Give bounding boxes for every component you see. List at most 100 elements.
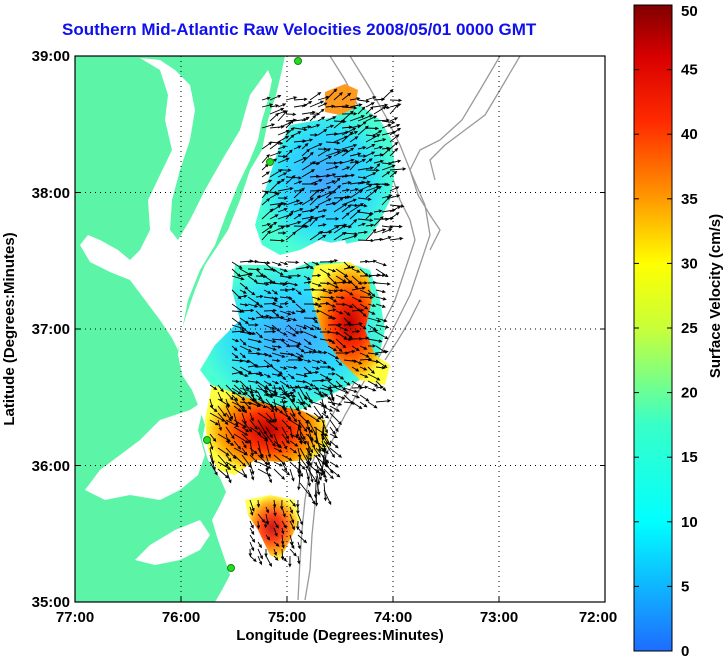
velocity-arrow [359,385,369,389]
velocity-arrow [381,196,391,206]
velocity-arrow [265,534,271,541]
velocity-arrow [357,146,367,150]
velocity-arrow [375,350,389,354]
velocity-arrow [209,461,218,476]
velocity-arrow [257,412,273,423]
velocity-arrow [325,201,337,206]
velocity-arrow [359,303,369,310]
velocity-arrow [301,151,314,164]
velocity-arrow [325,116,337,122]
velocity-arrow [310,133,319,137]
velocity-arrow [289,534,294,546]
velocity-arrow [303,345,317,352]
map-title: Southern Mid-Atlantic Raw Velocities 200… [62,20,537,39]
velocity-arrow [277,110,287,115]
velocity-arrow [315,433,322,453]
velocity-arrow [287,331,297,337]
velocity-arrow [367,338,383,343]
velocity-arrow [307,489,316,505]
velocity-arrow [335,310,344,315]
velocity-arrow [295,419,301,439]
velocity-arrow [293,157,307,164]
velocity-arrow [365,134,377,138]
velocity-arrow [265,454,271,467]
velocity-arrow [365,96,377,101]
velocity-arrow [249,527,255,536]
velocity-arrow [367,387,377,392]
velocity-arrow [257,447,264,459]
velocity-arrow [289,513,295,524]
velocity-arrow [231,317,242,326]
velocity-arrow [343,265,356,270]
velocity-arrow [343,387,358,393]
station-marker [266,158,274,166]
velocity-arrow [217,461,232,470]
velocity-arrow [231,370,243,375]
velocity-arrow [261,198,271,206]
velocity-arrow [381,228,393,234]
velocity-arrow [367,310,376,315]
velocity-arrow [265,513,270,526]
velocity-arrow [307,475,311,488]
velocity-arrow [287,282,299,287]
colorbar-tick-label: 25 [681,320,698,337]
velocity-arrow [307,433,315,449]
colorbar-tick-label: 20 [681,385,698,402]
velocity-arrow [341,188,351,192]
velocity-arrow [333,149,347,157]
velocity-arrow [303,261,314,270]
velocity-arrow [297,461,302,479]
velocity-arrow [289,398,299,412]
velocity-arrow [333,148,350,153]
velocity-arrow [309,112,321,116]
velocity-arrow [309,124,321,129]
velocity-arrow [351,329,361,334]
velocity-arrow [359,259,370,264]
velocity-arrow [359,366,368,371]
velocity-arrow [269,226,285,234]
velocity-arrow [389,103,402,108]
velocity-arrow [359,373,369,378]
velocity-arrow [329,426,336,435]
y-axis-title: Latitude (Degrees:Minutes) [1,232,18,425]
velocity-arrow [279,281,289,286]
velocity-arrow [329,419,339,433]
velocity-arrow [381,88,394,101]
velocity-arrow [303,401,312,408]
velocity-arrow [209,433,217,443]
velocity-arrow [375,282,391,286]
station-marker [227,564,235,572]
velocity-arrow [239,294,248,298]
velocity-arrow [359,310,367,317]
velocity-arrow [293,145,302,150]
velocity-arrow [317,198,332,206]
velocity-arrow [373,163,381,171]
velocity-arrow [373,138,387,143]
velocity-arrow [249,520,254,529]
velocity-arrow [305,426,314,433]
velocity-arrow [349,124,362,129]
velocity-arrow [299,433,307,445]
colorbar-tick-label: 35 [681,191,698,208]
velocity-arrow [359,295,374,300]
velocity-arrow [285,231,297,241]
velocity-arrow [301,161,317,171]
velocity-arrow [389,170,398,178]
velocity-arrow [305,391,313,404]
velocity-arrow [309,178,323,185]
velocity-arrow [279,310,292,316]
velocity-arrow [317,186,332,192]
velocity-arrow [333,231,347,241]
velocity-arrow [269,222,278,227]
velocity-arrow [295,289,302,295]
velocity-arrow [365,134,381,143]
velocity-arrow [313,384,322,396]
velocity-arrow [351,275,362,285]
velocity-arrow [289,548,297,557]
velocity-arrow [296,330,305,334]
velocity-arrow [277,154,287,159]
velocity-arrow [333,177,341,185]
velocity-arrow [241,433,252,444]
velocity-arrow [277,157,290,164]
velocity-arrow [293,208,304,213]
